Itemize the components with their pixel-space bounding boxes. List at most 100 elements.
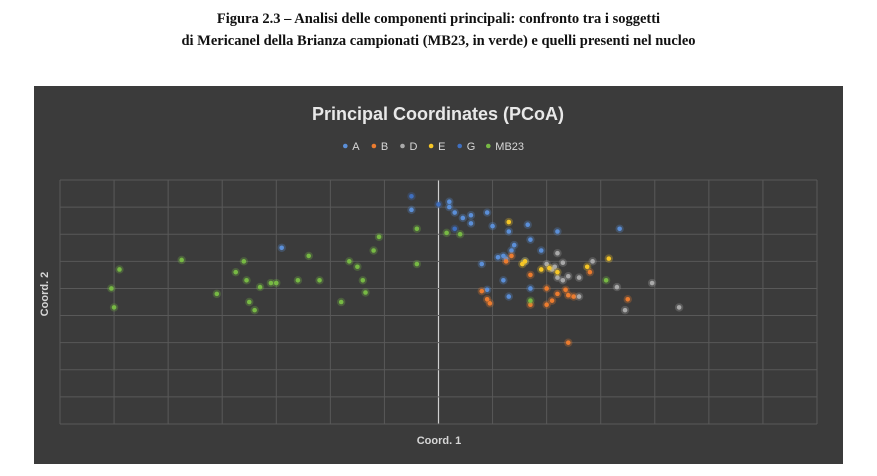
data-point-a — [460, 215, 466, 221]
data-point-mb23 — [246, 299, 252, 305]
legend-marker-mb23 — [486, 143, 491, 149]
data-point-b — [587, 269, 593, 275]
chart-title: Principal Coordinates (PCoA) — [312, 104, 564, 124]
data-point-a — [484, 287, 490, 293]
data-point-b — [565, 292, 571, 298]
data-point-b — [544, 302, 549, 308]
data-point-mb23 — [306, 253, 312, 259]
data-point-mb23 — [244, 278, 249, 283]
data-point-a — [447, 199, 452, 204]
data-point-a — [452, 210, 458, 215]
data-point-a — [468, 221, 474, 226]
data-point-a — [538, 248, 544, 253]
data-point-mb23 — [414, 261, 420, 267]
data-point-mb23 — [179, 257, 184, 263]
data-point-a — [501, 278, 506, 283]
figure-caption: Figura 2.3 – Analisi delle componenti pr… — [0, 8, 877, 52]
data-point-mb23 — [233, 269, 239, 275]
chart-legend: A B D E G MB23 — [343, 141, 524, 153]
legend-label-g: G — [467, 141, 476, 153]
data-point-d — [676, 305, 682, 310]
data-point-e — [522, 259, 528, 264]
data-point-a — [490, 223, 495, 229]
legend-marker-a — [343, 143, 348, 149]
legend-marker-b — [371, 143, 377, 149]
data-point-e — [506, 219, 512, 225]
data-point-a — [525, 222, 531, 228]
y-axis-label: Coord. 2 — [39, 272, 51, 317]
data-point-a — [409, 207, 414, 213]
data-point-a — [447, 204, 452, 210]
data-point-d — [622, 307, 628, 313]
data-point-b — [484, 296, 490, 302]
data-point-mb23 — [317, 278, 322, 283]
data-point-e — [555, 269, 560, 275]
data-point-b — [528, 272, 533, 278]
data-point-d — [614, 284, 620, 290]
data-point-mb23 — [241, 259, 247, 264]
data-point-a — [617, 226, 622, 232]
data-point-d — [576, 275, 582, 280]
data-point-mb23 — [109, 286, 114, 291]
data-point-a — [506, 229, 512, 234]
pcoa-scatter-chart: Principal Coordinates (PCoA) A B D E G MB23 C… — [39, 104, 818, 447]
data-point-a — [528, 286, 533, 291]
legend-marker-d — [400, 143, 405, 149]
data-point-b — [571, 294, 576, 299]
data-point-d — [544, 261, 549, 267]
data-point-mb23 — [295, 278, 301, 283]
data-point-mb23 — [371, 248, 376, 253]
data-point-mb23 — [444, 230, 449, 236]
caption-line-1: Figura 2.3 – Analisi delle componenti pr… — [216, 11, 661, 27]
data-point-e — [606, 256, 612, 261]
data-point-b — [625, 296, 631, 302]
data-point-d — [555, 250, 560, 256]
data-point-b — [549, 298, 555, 303]
data-point-mb23 — [252, 307, 257, 313]
data-point-a — [555, 229, 560, 234]
data-point-d — [560, 260, 566, 265]
legend-label-b: B — [381, 141, 388, 153]
data-point-a — [468, 212, 474, 218]
chart-points — [107, 192, 684, 347]
data-point-a — [484, 210, 490, 215]
data-point-d — [552, 264, 558, 270]
data-point-mb23 — [346, 259, 352, 264]
data-point-a — [279, 245, 284, 251]
data-point-mb23 — [111, 305, 117, 310]
data-point-mb23 — [603, 278, 609, 283]
data-point-b — [487, 301, 493, 306]
data-point-a — [509, 248, 514, 253]
data-point-d — [560, 278, 566, 283]
data-point-mb23 — [414, 226, 420, 232]
data-point-mb23 — [376, 234, 382, 240]
data-point-b — [479, 288, 485, 294]
data-point-g — [452, 226, 458, 232]
data-point-g — [409, 193, 414, 199]
legend-marker-e — [428, 143, 434, 149]
chart-grid — [59, 179, 818, 425]
data-point-b — [503, 259, 509, 264]
data-point-e — [547, 265, 552, 271]
legend-marker-g — [457, 143, 463, 149]
data-point-a — [511, 242, 517, 248]
legend-label-a: A — [352, 141, 360, 153]
data-point-e — [538, 267, 544, 272]
data-point-b — [563, 287, 568, 293]
data-point-b — [555, 291, 560, 297]
data-point-mb23 — [117, 267, 122, 272]
data-point-g — [436, 202, 441, 207]
data-point-a — [506, 294, 512, 299]
data-point-mb23 — [214, 291, 220, 297]
data-point-d — [576, 294, 582, 299]
data-point-d — [565, 273, 571, 279]
data-point-mb23 — [338, 299, 344, 305]
data-point-b — [565, 340, 571, 345]
data-point-a — [479, 261, 485, 267]
data-point-mb23 — [528, 298, 533, 303]
data-point-mb23 — [355, 264, 360, 270]
chart-container: Principal Coordinates (PCoA) A B D E G MB23 C… — [34, 86, 843, 464]
legend-label-d: D — [410, 141, 418, 153]
data-point-mb23 — [457, 231, 463, 237]
data-point-a — [495, 254, 501, 260]
